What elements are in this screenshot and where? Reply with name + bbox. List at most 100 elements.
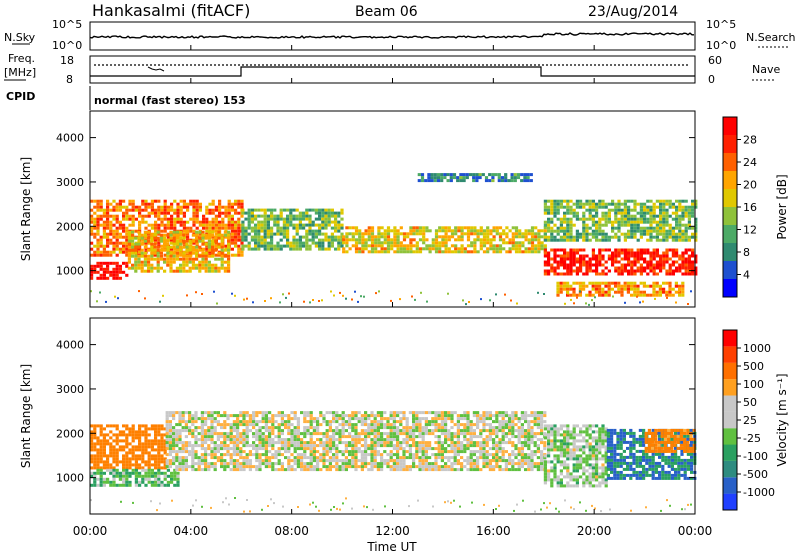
heatmap-cell [205, 229, 209, 233]
cpid-text: normal (fast stereo) 153 [94, 94, 246, 107]
heatmap-cell [674, 284, 678, 288]
heatmap-cell [393, 244, 397, 248]
heatmap-cell [495, 462, 499, 466]
heatmap-cell [90, 430, 94, 434]
heatmap-cell [383, 438, 387, 442]
heatmap-cell [303, 435, 307, 439]
heatmap-cell [99, 483, 103, 487]
heatmap-cell [303, 444, 307, 448]
heatmap-cell [437, 435, 441, 439]
heatmap-cell [141, 442, 145, 446]
heatmap-cell [604, 220, 608, 224]
heatmap-cell [239, 450, 243, 454]
heatmap-cell [318, 208, 322, 212]
freq-label-line1: Freq. [8, 52, 35, 65]
heatmap-cell [236, 459, 240, 463]
heatmap-cell [687, 217, 691, 221]
heatmap-cell [308, 232, 312, 236]
heatmap-cell [444, 435, 448, 439]
heatmap-cell [389, 432, 393, 436]
heatmap-cell [239, 462, 243, 466]
heatmap-cell [309, 417, 313, 421]
heatmap-cell [380, 241, 384, 245]
heatmap-cell [234, 220, 238, 224]
heatmap-cell [649, 238, 653, 242]
heatmap-cell [348, 435, 352, 439]
heatmap-cell [598, 202, 602, 206]
heatmap-cell [591, 248, 595, 252]
heatmap-cell [504, 423, 508, 427]
heatmap-cell [324, 217, 328, 221]
heatmap-cell [239, 447, 243, 451]
heatmap-cell [479, 247, 483, 251]
heatmap-cell [620, 220, 624, 224]
heatmap-cell [412, 429, 416, 433]
heatmap-cell [236, 441, 240, 445]
heatmap-cell [456, 462, 460, 466]
heatmap-cell [437, 456, 441, 460]
heatmap-cell [582, 272, 586, 276]
heatmap-cell [106, 223, 110, 227]
heatmap-cell [102, 483, 106, 487]
heatmap-cell [138, 474, 142, 478]
heatmap-cell [501, 468, 505, 472]
heatmap-cell [242, 450, 246, 454]
heatmap-cell [418, 229, 423, 233]
heatmap-cell [186, 235, 190, 239]
heatmap-cell [237, 250, 241, 254]
heatmap-cell [147, 248, 151, 252]
heatmap-cell [495, 465, 499, 469]
heatmap-cell [250, 220, 254, 224]
heatmap-cell [364, 432, 368, 436]
heatmap-cell [325, 465, 329, 469]
heatmap-cell [582, 263, 586, 267]
heatmap-cell [364, 462, 368, 466]
heatmap-cell [428, 247, 432, 251]
heatmap-cell [296, 453, 300, 457]
heatmap-cell [511, 241, 515, 245]
heatmap-cell [633, 293, 637, 297]
heatmap-cell [607, 287, 611, 291]
heatmap-cell [440, 459, 444, 463]
heatmap-cell [447, 435, 451, 439]
heatmap-cell [125, 253, 129, 257]
heatmap-cell [321, 220, 325, 224]
heatmap-cell [263, 247, 267, 251]
heatmap-cell [340, 232, 344, 236]
heatmap-cell [112, 276, 116, 280]
heatmap-cell [106, 244, 110, 248]
heatmap-cell [268, 426, 272, 430]
heatmap-cell [659, 266, 663, 270]
heatmap-cell [431, 462, 435, 466]
heatmap-cell [338, 438, 342, 442]
heatmap-cell [156, 251, 160, 255]
heatmap-cell [659, 208, 663, 212]
heatmap-cell [569, 208, 573, 212]
heatmap-cell [118, 276, 122, 280]
heatmap-cell [186, 294, 188, 297]
heatmap-cell [488, 465, 492, 469]
heatmap-cell [357, 438, 361, 442]
heatmap-cell [182, 202, 186, 206]
heatmap-cell [234, 202, 238, 206]
heatmap-cell [280, 411, 284, 415]
heatmap-cell [582, 287, 586, 291]
heatmap-cell [138, 480, 142, 484]
heatmap-cell [449, 176, 453, 180]
heatmap-cell [245, 462, 249, 466]
heatmap-cell [229, 459, 233, 463]
heatmap-cell [134, 448, 138, 452]
heatmap-cell [309, 465, 313, 469]
heatmap-cell [273, 214, 277, 218]
heatmap-cell [348, 444, 352, 448]
heatmap-cell [263, 229, 267, 233]
heatmap-cell [604, 284, 608, 288]
heatmap-cell [137, 236, 141, 240]
heatmap-cell [184, 462, 188, 466]
heatmap-cell [422, 247, 426, 251]
heatmap-cell [473, 250, 477, 254]
heatmap-cell [450, 441, 454, 445]
heatmap-cell [300, 462, 304, 466]
heatmap-cell [415, 226, 419, 230]
heatmap-cell [598, 254, 602, 258]
